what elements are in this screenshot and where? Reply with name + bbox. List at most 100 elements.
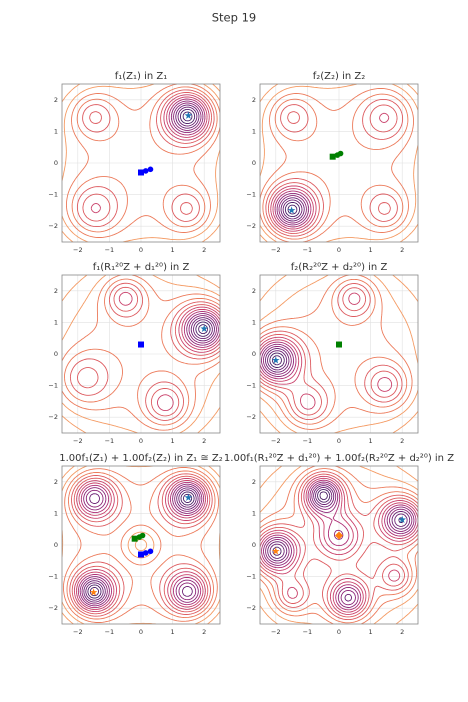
y-tick-label: 2 [54, 287, 58, 295]
circle-marker [142, 168, 149, 174]
contour-line [260, 283, 403, 421]
contour-line [168, 98, 206, 136]
contour-line [265, 483, 413, 606]
circle-marker [337, 150, 344, 157]
contour-line [269, 486, 408, 559]
contour-line [272, 488, 404, 556]
contour-line [284, 201, 301, 218]
star-marker [287, 206, 296, 214]
x-tick-label: 1 [369, 437, 373, 445]
contour-line [175, 104, 200, 129]
subplot: f₂(Z₂) in Z₂ −2 −1 0 1 2 −2 −1 0 1 2 [246, 71, 419, 254]
y-tick-label: 0 [252, 541, 256, 549]
x-tick-label: 2 [202, 246, 206, 254]
contour-line [62, 466, 220, 624]
y-tick-label: 0 [252, 159, 256, 167]
contour-line [193, 319, 213, 340]
y-tick-label: −2 [246, 604, 256, 612]
contour-line [181, 308, 220, 351]
axes-frame [259, 274, 419, 434]
y-tick-label: −1 [246, 382, 256, 390]
x-tick-label: 0 [139, 246, 143, 254]
contour-line [267, 350, 288, 371]
circle-marker [142, 550, 149, 556]
contour-line [287, 204, 298, 215]
contour-line [166, 96, 208, 138]
star-marker [89, 588, 98, 596]
contour-line [265, 98, 404, 237]
x-tick-label: 1 [171, 437, 175, 445]
axes-frame [259, 83, 419, 243]
contour-line [267, 104, 398, 235]
square-marker [336, 341, 342, 348]
contour-line [319, 491, 328, 501]
contour-line [263, 481, 415, 608]
x-tick-label: 0 [337, 437, 341, 445]
y-tick-label: −1 [246, 573, 256, 581]
x-tick-label: 2 [202, 628, 206, 636]
contour-line [89, 493, 193, 597]
x-tick-label: 0 [139, 437, 143, 445]
y-tick-label: −1 [48, 573, 58, 581]
contour-line [198, 324, 209, 335]
circle-marker [139, 532, 146, 539]
contours [62, 466, 220, 624]
y-tick-label: 0 [252, 350, 256, 358]
axes-frame [259, 465, 419, 625]
y-tick-label: −1 [48, 382, 58, 390]
y-tick-label: 1 [252, 127, 256, 135]
contour-line [186, 313, 219, 346]
contour-line [263, 345, 292, 375]
y-tick-label: 0 [54, 159, 58, 167]
contour-line [260, 275, 413, 430]
contour-line [81, 485, 201, 605]
contour-line [62, 275, 220, 433]
circle-marker [147, 548, 154, 555]
diamond-marker [335, 531, 343, 540]
contour-line [71, 86, 218, 233]
y-tick-label: 1 [252, 509, 256, 517]
star-marker [184, 493, 193, 501]
x-tick-label: −2 [271, 437, 281, 445]
y-tick-label: −2 [48, 604, 58, 612]
contour-line [262, 93, 409, 240]
contour-line [62, 275, 220, 431]
contour-line [173, 102, 202, 131]
contour-line [87, 491, 195, 599]
contour-line [260, 466, 418, 624]
contour-line [177, 106, 198, 127]
y-tick-label: 2 [252, 478, 256, 486]
y-tick-label: 2 [54, 478, 58, 486]
contour-line [269, 352, 285, 369]
contour-line [66, 470, 216, 620]
contour-line [272, 188, 314, 230]
contour-line [270, 112, 390, 232]
figure-title: Step 19 [212, 11, 256, 25]
x-tick-label: −1 [105, 628, 115, 636]
contour-line [280, 197, 305, 222]
contour-line [77, 481, 205, 609]
contour-line [260, 471, 418, 621]
axes-frame [61, 83, 221, 243]
star-marker [272, 356, 280, 364]
contour-line [66, 84, 220, 238]
x-tick-label: −2 [73, 437, 83, 445]
contour-line [260, 278, 408, 425]
square-marker [138, 551, 144, 558]
contour-line [260, 466, 418, 624]
contour-line [69, 473, 213, 617]
contour-line [64, 278, 220, 426]
contour-line [190, 317, 215, 342]
subplot-title: f₂(R₂²⁰Z + d₂²⁰) in Z [291, 262, 388, 273]
contour-line [69, 282, 220, 421]
contour-line [265, 348, 290, 373]
contour-line [260, 275, 418, 433]
x-tick-label: 1 [171, 246, 175, 254]
contour-line [62, 275, 220, 433]
x-tick-label: −2 [271, 628, 281, 636]
contour-line [260, 475, 418, 615]
star-marker [200, 324, 208, 332]
subplot-title: 1.00f₁(R₁²⁰Z + d₁²⁰) + 1.00f₂(R₂²⁰Z + d₂… [224, 453, 454, 464]
contour-line [260, 84, 418, 242]
